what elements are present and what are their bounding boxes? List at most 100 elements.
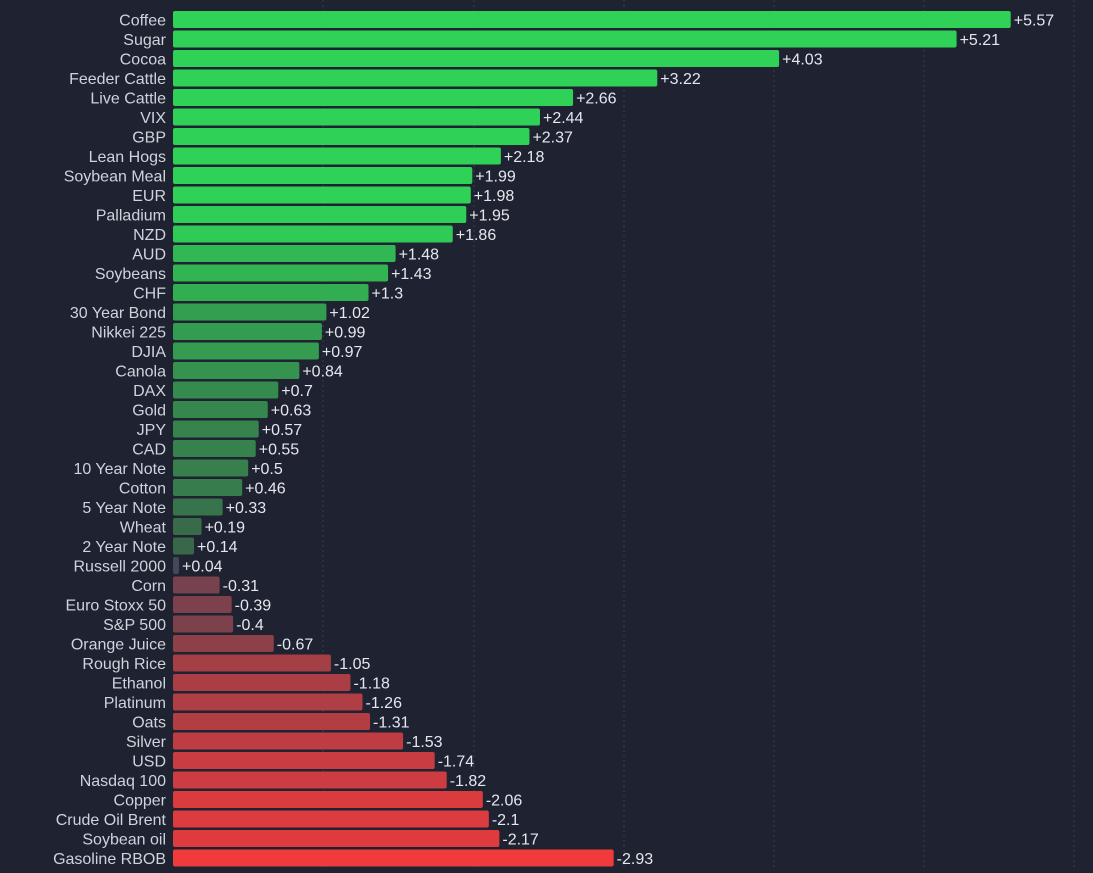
bar: [173, 147, 501, 165]
value-label: -1.82: [450, 773, 487, 790]
bar: [173, 771, 447, 789]
bar: [173, 830, 500, 847]
value-label: -2.17: [502, 832, 539, 849]
value-label: +1.43: [391, 266, 432, 283]
category-label: Gasoline RBOB: [53, 851, 166, 868]
value-label: -1.31: [373, 715, 410, 732]
value-label: -0.4: [236, 617, 264, 634]
value-label: +0.99: [325, 325, 366, 342]
category-label: 5 Year Note: [82, 500, 166, 517]
category-label: Soybeans: [95, 266, 166, 283]
bar: [173, 167, 473, 184]
bar: [173, 108, 540, 126]
category-label: CAD: [132, 442, 166, 459]
value-label: -1.18: [353, 676, 390, 693]
bar: [173, 693, 363, 711]
bar: [173, 89, 574, 106]
value-label: +0.14: [197, 539, 238, 556]
bar: [173, 849, 614, 867]
value-labels: +5.57 +5.21 +4.03 +3.22 +2.66 +2.44 +2.37 +2.18…: [182, 13, 1054, 869]
value-label: -2.1: [492, 812, 520, 829]
bar: [173, 245, 396, 262]
value-label: +4.03: [782, 52, 823, 69]
bar: [173, 479, 243, 496]
category-label: Rough Rice: [82, 656, 166, 673]
bars: [173, 11, 1011, 867]
category-label: Lean Hogs: [89, 149, 166, 166]
bar: [173, 791, 483, 808]
bar: [173, 225, 453, 243]
value-label: +0.97: [322, 344, 363, 361]
category-label: DAX: [133, 383, 166, 400]
category-label: Platinum: [104, 695, 166, 712]
bar: [173, 674, 351, 691]
category-label: S&P 500: [103, 617, 166, 634]
value-label: +1.86: [456, 227, 497, 244]
bar: [173, 50, 780, 67]
value-label: +5.57: [1014, 13, 1055, 30]
category-label: USD: [132, 754, 166, 771]
bar: [173, 206, 467, 223]
value-label: -1.74: [438, 754, 475, 771]
bar: [173, 342, 319, 360]
category-label: Silver: [126, 734, 167, 751]
value-label: +0.5: [251, 461, 283, 478]
category-label: 30 Year Bond: [70, 305, 166, 322]
bar: [173, 732, 404, 750]
bar: [173, 635, 274, 652]
value-label: +1.02: [329, 305, 370, 322]
value-label: -1.26: [366, 695, 403, 712]
value-label: -0.31: [223, 578, 260, 595]
bar: [173, 303, 327, 321]
category-label: Oats: [132, 715, 166, 732]
value-label: -0.39: [235, 598, 272, 615]
bar: [173, 713, 371, 730]
category-label: Gold: [132, 403, 166, 420]
category-label: Euro Stoxx 50: [66, 598, 167, 615]
category-label: Nikkei 225: [91, 325, 166, 342]
bar: [173, 810, 489, 828]
value-label: +2.44: [543, 110, 584, 127]
value-label: +1.3: [372, 286, 404, 303]
category-label: Sugar: [123, 32, 166, 49]
category-label: DJIA: [131, 344, 166, 361]
value-label: -1.53: [406, 734, 443, 751]
value-label: +0.57: [262, 422, 303, 439]
category-label: Feeder Cattle: [69, 71, 166, 88]
category-labels: Coffee Sugar Cocoa Feeder Cattle Live Cattle…: [53, 13, 167, 869]
bar: [173, 459, 249, 477]
bar: [173, 264, 389, 282]
category-label: CHF: [133, 286, 166, 303]
bar: [173, 186, 471, 204]
bar: [173, 596, 232, 613]
bar: [173, 69, 658, 87]
category-label: Orange Juice: [71, 637, 166, 654]
bar: [173, 30, 957, 48]
category-label: Nasdaq 100: [80, 773, 166, 790]
category-label: AUD: [132, 247, 166, 264]
bar: [173, 498, 223, 516]
bar: [173, 323, 322, 340]
value-label: +0.63: [271, 403, 312, 420]
value-label: -1.05: [334, 656, 371, 673]
value-label: +0.46: [245, 481, 286, 498]
bar: [173, 557, 180, 574]
category-label: Wheat: [120, 520, 167, 537]
value-label: +0.7: [281, 383, 313, 400]
category-label: Soybean Meal: [64, 169, 166, 186]
category-label: Palladium: [96, 208, 166, 225]
value-label: +0.04: [182, 559, 223, 576]
value-label: +2.18: [504, 149, 545, 166]
bar: [173, 362, 300, 379]
value-label: +0.55: [259, 442, 300, 459]
category-label: VIX: [140, 110, 166, 127]
bar: [173, 518, 202, 535]
value-label: -0.67: [277, 637, 314, 654]
category-label: NZD: [133, 227, 166, 244]
bar: [173, 128, 530, 145]
bar: [173, 752, 435, 769]
category-label: Copper: [114, 793, 167, 810]
bar: [173, 11, 1011, 28]
category-label: Russell 2000: [74, 559, 167, 576]
